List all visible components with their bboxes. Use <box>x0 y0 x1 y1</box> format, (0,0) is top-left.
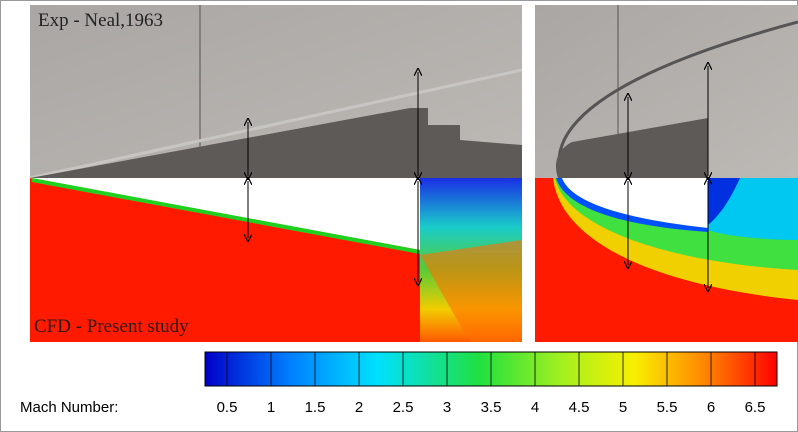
colorbar-tick-label: 2 <box>355 399 363 416</box>
colorbar-tick-label: 5 <box>619 399 627 416</box>
left-panel: Exp - Neal,1963 CFD - Present study <box>29 5 523 342</box>
cfd-label: CFD - Present study <box>34 316 189 337</box>
colorbar-tick-label: 1 <box>267 399 275 416</box>
experiment-label: Exp - Neal,1963 <box>38 10 163 31</box>
colorbar-tick-label: 6.5 <box>745 399 766 416</box>
colorbar-tick-label: 4 <box>531 399 539 416</box>
colorbar-tick-label: 1.5 <box>305 399 326 416</box>
colorbar-tick-label: 2.5 <box>393 399 414 416</box>
right-panel <box>535 5 798 342</box>
colorbar-tick-label: 3 <box>443 399 451 416</box>
colorbar-tick-label: 6 <box>707 399 715 416</box>
colorbar-tick-label: 4.5 <box>569 399 590 416</box>
colorbar: Mach Number: 0.5 1 1.5 2 2.5 3 3.5 4 4.5 5 5.5 6 6.5 <box>20 351 778 416</box>
colorbar-tick-label: 3.5 <box>481 399 502 416</box>
colorbar-label: Mach Number: <box>20 399 118 416</box>
colorbar-tick-label: 5.5 <box>657 399 678 416</box>
colorbar-tick-label: 0.5 <box>217 399 238 416</box>
